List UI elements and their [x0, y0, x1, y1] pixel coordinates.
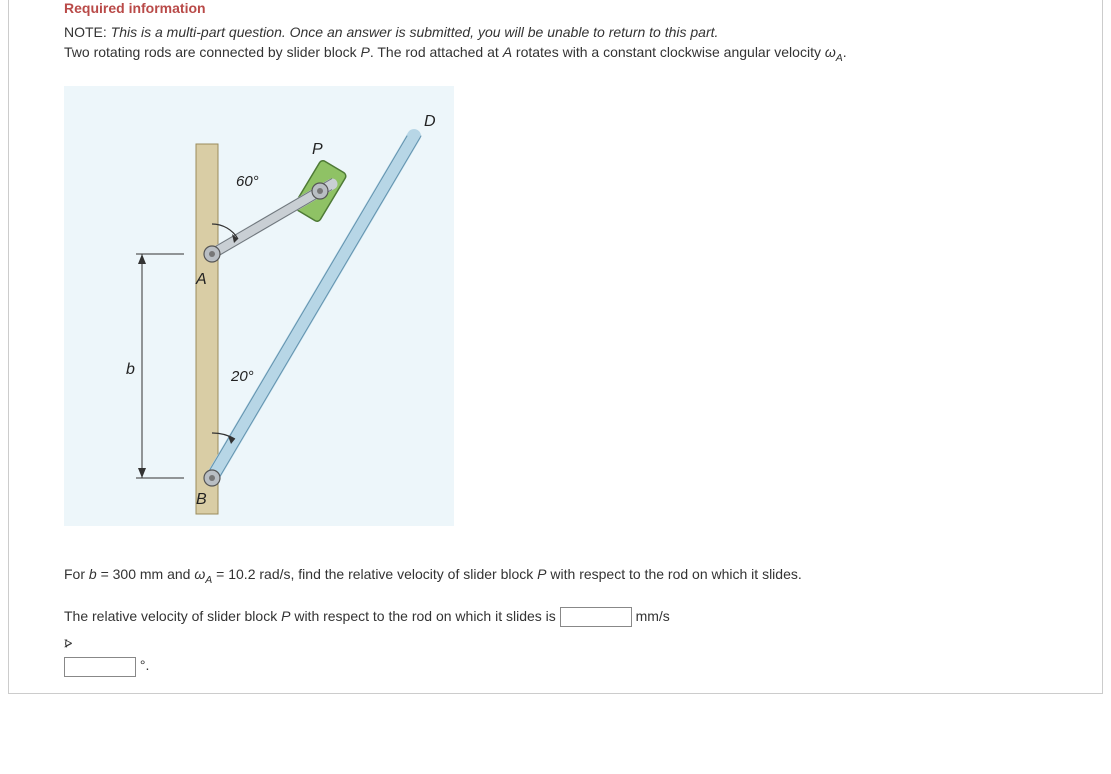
label-20: 20°: [230, 368, 254, 385]
txt: For: [64, 566, 89, 582]
label-60: 60°: [236, 173, 259, 190]
label-b: b: [126, 361, 135, 378]
txt: = 10.2 rad/s, find the relative velocity…: [212, 566, 537, 582]
txt: rotates with a constant clockwise angula…: [512, 44, 825, 60]
velocity-input[interactable]: [560, 607, 632, 627]
label-B: B: [196, 491, 207, 508]
txt: .: [843, 44, 847, 60]
b-arrow-top: [138, 254, 146, 264]
label-A: A: [195, 271, 207, 288]
txt: Two rotating rods are connected by slide…: [64, 44, 361, 60]
angle-icon: ⦠: [64, 634, 72, 650]
var-omega-sub: A: [836, 52, 843, 64]
pin-b-inner: [209, 475, 215, 481]
var-omega: ω: [825, 44, 836, 60]
txt: The relative velocity of slider block: [64, 608, 281, 624]
question-text: For b = 300 mm and ωA = 10.2 rad/s, find…: [64, 564, 1082, 589]
pin-a-inner: [209, 251, 215, 257]
var-P: P: [361, 44, 370, 60]
prompt-text: Two rotating rods are connected by slide…: [64, 42, 1082, 66]
pin-p-inner: [317, 188, 323, 194]
b-arrow-bot: [138, 468, 146, 478]
var-b: b: [89, 566, 97, 582]
txt: = 300 mm and: [97, 566, 195, 582]
note-prefix: NOTE:: [64, 24, 107, 40]
txt: with respect to the rod on which it slid…: [290, 608, 559, 624]
label-D: D: [424, 113, 436, 130]
answer-line: The relative velocity of slider block P …: [64, 605, 1082, 678]
post: [196, 144, 218, 514]
note-line: NOTE: This is a multi-part question. Onc…: [64, 22, 1082, 42]
angle-input[interactable]: [64, 657, 136, 677]
section-title: Required information: [64, 0, 1082, 16]
figure-panel: 60° 20° b A B P D: [64, 86, 454, 526]
note-italic: This is a multi-part question. Once an a…: [111, 24, 719, 40]
txt: with respect to the rod on which it slid…: [547, 566, 802, 582]
var-omega: ω: [194, 566, 205, 582]
var-P: P: [537, 566, 546, 582]
txt: . The rod attached at: [370, 44, 503, 60]
degree-label: °.: [140, 657, 150, 673]
unit-label: mm/s: [636, 608, 670, 624]
figure-svg: 60° 20° b A B P D: [64, 86, 454, 526]
label-P: P: [312, 141, 323, 158]
var-A: A: [503, 44, 512, 60]
